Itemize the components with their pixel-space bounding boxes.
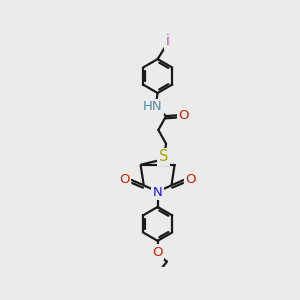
Text: O: O bbox=[185, 173, 196, 187]
Text: O: O bbox=[178, 109, 189, 122]
Text: i: i bbox=[166, 35, 170, 48]
Text: O: O bbox=[119, 173, 130, 187]
Text: i: i bbox=[166, 34, 170, 48]
Text: S: S bbox=[159, 149, 168, 164]
Text: O: O bbox=[152, 246, 163, 259]
Text: HN: HN bbox=[142, 100, 162, 113]
Text: N: N bbox=[153, 186, 163, 199]
